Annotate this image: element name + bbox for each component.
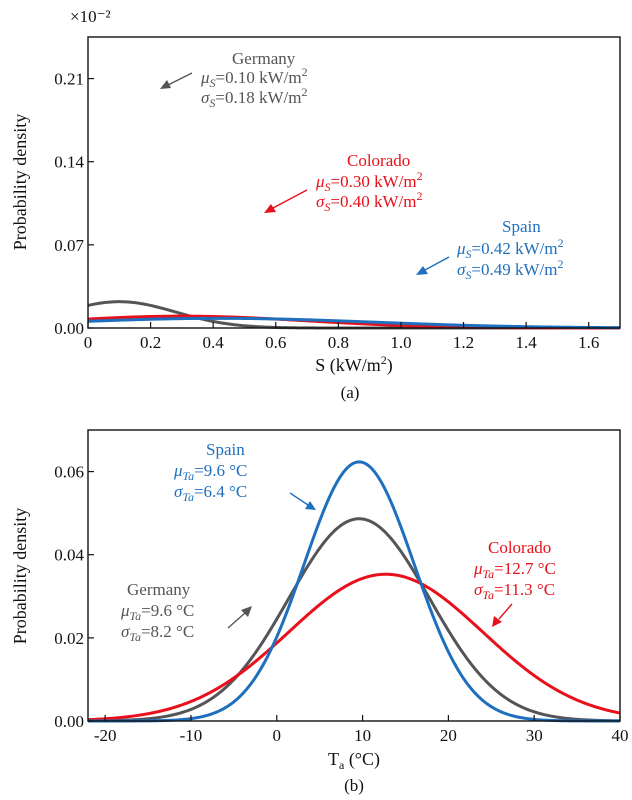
chart-b-y-tick-label: 0.04 bbox=[54, 546, 84, 565]
chart-b-y-axis-label: Probability density bbox=[10, 508, 30, 645]
annotation-b-spain-mu: μTa=9.6 °C bbox=[173, 461, 247, 483]
annotation-spain-mu: μS=0.42 kW/m2 bbox=[456, 236, 564, 261]
chart-b-x-axis-label: Ta (°C) bbox=[328, 749, 380, 772]
chart-a-x-tick-label: 0 bbox=[84, 333, 93, 352]
annotation-germany-name: Germany bbox=[232, 49, 296, 68]
chart-a-x-axis-label: S (kW/m2) bbox=[315, 353, 393, 376]
chart-b-y-tick-label: 0.06 bbox=[54, 463, 84, 482]
chart-a-curves bbox=[87, 300, 621, 330]
chart-a-x-tick-label: 0.6 bbox=[265, 333, 286, 352]
annotation-b-colorado-name: Colorado bbox=[488, 538, 551, 557]
annotation-germany-mu: μS=0.10 kW/m2 bbox=[200, 65, 308, 90]
chart-a-y-tick-label: 0.21 bbox=[54, 70, 84, 89]
annotation-colorado-sigma: σS=0.40 kW/m2 bbox=[316, 189, 422, 214]
chart-b-y-tick-label: 0.00 bbox=[54, 712, 84, 731]
chart-b-annotation-germany: Germany μTa=9.6 °C σTa=8.2 °C bbox=[120, 580, 194, 644]
chart-b-curves bbox=[87, 460, 621, 723]
chart-b-x-tick-label: -10 bbox=[180, 726, 203, 745]
annotation-spain-sigma: σS=0.49 kW/m2 bbox=[457, 257, 563, 282]
chart-a: 0 0.2 0.4 0.6 0.8 1.0 1.2 1.4 1.6 0.00 0.07 0.14 0.2… bbox=[10, 7, 621, 402]
chart-b-series-spain bbox=[88, 460, 620, 723]
chart-a-annotation-colorado: Colorado μS=0.30 kW/m2 σS=0.40 kW/m2 bbox=[315, 151, 423, 214]
chart-a-series-spain bbox=[87, 316, 621, 330]
chart-b-caption: (b) bbox=[344, 776, 364, 795]
annotation-b-spain-name: Spain bbox=[206, 440, 245, 459]
chart-a-caption: (a) bbox=[341, 383, 360, 402]
chart-b-plot-frame bbox=[87, 429, 621, 722]
chart-a-x-tick-label: 0.8 bbox=[328, 333, 349, 352]
chart-b-x-tick-label: 10 bbox=[354, 726, 371, 745]
annotation-b-colorado-sigma: σTa=11.3 °C bbox=[474, 580, 555, 602]
annotation-b-colorado-mu: μTa=12.7 °C bbox=[473, 559, 556, 581]
chart-b-arrow-spain bbox=[289, 492, 316, 510]
chart-a-arrow-spain bbox=[416, 256, 450, 275]
chart-b-series-colorado bbox=[87, 572, 621, 722]
chart-b-y-tick-label: 0.02 bbox=[54, 629, 84, 648]
chart-a-arrow-colorado bbox=[264, 189, 308, 213]
chart-b-x-tick-label: 40 bbox=[612, 726, 629, 745]
chart-a-x-tick-label: 1.6 bbox=[578, 333, 599, 352]
chart-b-annotation-colorado: Colorado μTa=12.7 °C σTa=11.3 °C bbox=[473, 538, 556, 602]
chart-b-arrow-colorado bbox=[492, 603, 513, 627]
chart-a-annotation-spain: Spain μS=0.42 kW/m2 σS=0.49 kW/m2 bbox=[456, 217, 564, 282]
chart-b-x-tick-label: 30 bbox=[526, 726, 543, 745]
chart-a-y-multiplier: ×10⁻² bbox=[70, 7, 111, 26]
chart-a-x-tick-label: 0.4 bbox=[203, 333, 225, 352]
chart-a-ticks: 0 0.2 0.4 0.6 0.8 1.0 1.2 1.4 1.6 0.00 0.07 0.14 0.2… bbox=[54, 70, 599, 352]
chart-a-y-tick-label: 0.00 bbox=[54, 319, 84, 338]
annotation-b-germany-mu: μTa=9.6 °C bbox=[120, 601, 194, 623]
chart-a-x-tick-label: 1.0 bbox=[390, 333, 411, 352]
chart-a-annotation-germany: Germany μS=0.10 kW/m2 σS=0.18 kW/m2 bbox=[200, 49, 308, 110]
chart-b-series-germany bbox=[87, 517, 621, 723]
chart-b-x-tick-label: -20 bbox=[94, 726, 117, 745]
chart-a-x-tick-label: 1.2 bbox=[453, 333, 474, 352]
chart-a-y-axis-label: Probability density bbox=[10, 114, 30, 251]
chart-a-x-tick-label: 0.2 bbox=[140, 333, 161, 352]
chart-b-annotation-spain: Spain μTa=9.6 °C σTa=6.4 °C bbox=[173, 440, 247, 504]
annotation-colorado-mu: μS=0.30 kW/m2 bbox=[315, 169, 423, 194]
annotation-b-germany-sigma: σTa=8.2 °C bbox=[121, 622, 194, 644]
chart-a-plot-frame bbox=[87, 36, 621, 329]
chart-b-x-tick-label: 0 bbox=[273, 726, 282, 745]
chart-a-x-tick-label: 1.4 bbox=[515, 333, 537, 352]
chart-b-x-tick-label: 20 bbox=[440, 726, 457, 745]
chart-a-y-tick-label: 0.14 bbox=[54, 153, 84, 172]
annotation-b-spain-sigma: σTa=6.4 °C bbox=[174, 482, 247, 504]
chart-b: -20 -10 0 10 20 30 40 0.00 0.02 0.04 0.06 Probabil… bbox=[10, 429, 629, 795]
chart-a-y-tick-label: 0.07 bbox=[54, 236, 84, 255]
chart-b-arrow-germany bbox=[227, 606, 252, 629]
annotation-spain-name: Spain bbox=[502, 217, 541, 236]
annotation-b-germany-name: Germany bbox=[127, 580, 191, 599]
chart-b-ticks: -20 -10 0 10 20 30 40 0.00 0.02 0.04 0.06 bbox=[54, 463, 628, 745]
annotation-colorado-name: Colorado bbox=[347, 151, 410, 170]
annotation-germany-sigma: σS=0.18 kW/m2 bbox=[201, 85, 307, 110]
chart-a-arrow-germany bbox=[160, 72, 193, 89]
